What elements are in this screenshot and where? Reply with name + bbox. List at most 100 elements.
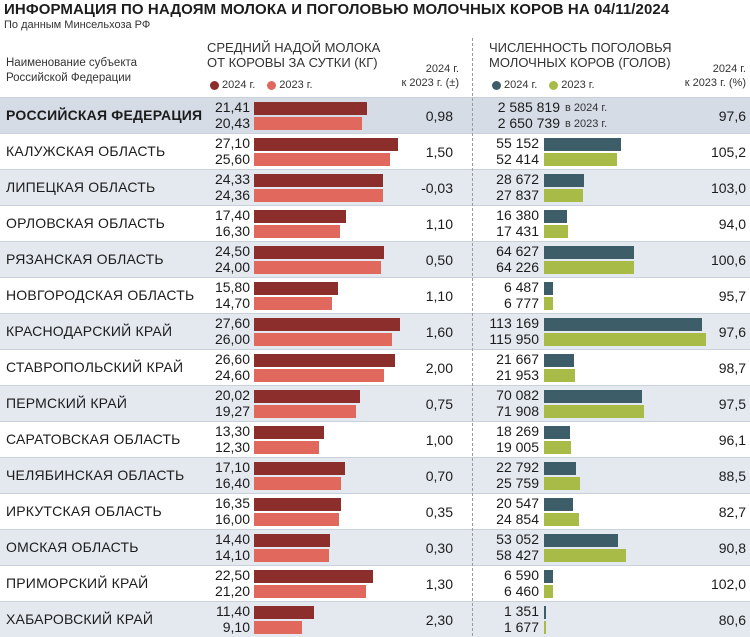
milk-bar-2024	[254, 318, 401, 331]
region-name: САРАТОВСКАЯ ОБЛАСТЬ	[6, 431, 181, 447]
milk-change-value: 1,50	[425, 144, 453, 160]
milk-change-value: 1,30	[425, 576, 453, 592]
herd-change-value: 102,0	[710, 576, 746, 592]
legend-item-herd-2023: 2023 г.	[549, 79, 595, 91]
herd-bar-2023	[544, 261, 634, 274]
milk-column-header: СРЕДНИЙ НАДОЙ МОЛОКА ОТ КОРОВЫ ЗА СУТКИ …	[207, 40, 380, 70]
milk-value-2023: 26,00	[214, 331, 250, 347]
milk-bar-2024	[254, 246, 384, 259]
table-row: РЯЗАНСКАЯ ОБЛАСТЬ 24,50 24,00 0,50 64 627 64 …	[0, 241, 750, 277]
herd-bar-2024	[544, 138, 622, 151]
rf-note-2023: в 2023 г.	[565, 118, 608, 130]
herd-bar-2024	[544, 534, 619, 547]
milk-value-2024: 17,10	[214, 459, 250, 475]
herd-value-2023: 71 908	[496, 403, 539, 419]
herd-change-value: 105,2	[710, 144, 746, 160]
herd-value-2024: 53 052	[496, 531, 539, 547]
legend-dot-milk-2023	[267, 80, 277, 90]
milk-bar-2024	[254, 570, 374, 583]
milk-bar-2024	[254, 462, 345, 475]
region-name: ЛИПЕЦКАЯ ОБЛАСТЬ	[6, 179, 156, 195]
milk-bar-2024	[254, 534, 331, 547]
herd-bar-2023	[544, 621, 547, 634]
herd-bar-2023	[544, 333, 706, 346]
herd-bar-2024	[544, 246, 635, 259]
milk-change-header-line-2: к 2023 г. (±)	[401, 77, 459, 89]
table-row: ХАБАРОВСКИЙ КРАЙ 11,40 9,10 2,30 1 351 1 677 8…	[0, 601, 750, 637]
herd-change-header-line-2: к 2023 г. (%)	[684, 77, 746, 89]
table-row: ИРКУТСКАЯ ОБЛАСТЬ 16,35 16,00 0,35 20 547 24 …	[0, 493, 750, 529]
region-name: КРАСНОДАРСКИЙ КРАЙ	[6, 323, 173, 339]
herd-bar-2024	[544, 282, 554, 295]
milk-bar-2023	[254, 189, 384, 202]
milk-bar-2023	[254, 333, 392, 346]
milk-bar-2023	[254, 153, 390, 166]
milk-value-2023: 24,00	[214, 259, 250, 275]
herd-value-2023: 64 226	[496, 259, 539, 275]
milk-value-2023: 24,60	[214, 367, 250, 383]
table-row: ОРЛОВСКАЯ ОБЛАСТЬ 17,40 16,30 1,10 16 380 17 …	[0, 205, 750, 241]
milk-value-2023: 24,36	[214, 187, 250, 203]
legend-dot-milk-2024	[210, 80, 219, 90]
milk-value-2024: 24,50	[214, 243, 250, 259]
milk-bar-2024	[254, 426, 325, 439]
table-row: КАЛУЖСКАЯ ОБЛАСТЬ 27,10 25,60 1,50 55 152 52 …	[0, 133, 750, 169]
herd-value-2023: 1 677	[503, 619, 539, 635]
milk-value-2023: 20,43	[214, 115, 250, 131]
herd-value-2024: 70 082	[496, 387, 539, 403]
milk-change-value: 0,30	[425, 540, 453, 556]
herd-bar-2024	[544, 426, 570, 439]
herd-bar-2024	[544, 390, 642, 403]
milk-bar-2023	[254, 117, 363, 130]
herd-change-value: 97,6	[718, 324, 746, 340]
herd-value-2023: 58 427	[496, 547, 539, 563]
milk-change-value: -0,03	[421, 180, 453, 196]
herd-change-value: 90,8	[718, 540, 746, 556]
legend-item-herd-2024: 2024 г.	[492, 79, 537, 91]
herd-change-value: 97,5	[718, 396, 746, 412]
legend-dot-herd-2024	[492, 80, 501, 90]
table-row: ОМСКАЯ ОБЛАСТЬ 14,40 14,10 0,30 53 052 58 427…	[0, 529, 750, 565]
herd-change-value: 82,7	[718, 504, 746, 520]
table-row: ПЕРМСКИЙ КРАЙ 20,02 19,27 0,75 70 082 71 908 9…	[0, 385, 750, 421]
herd-value-2024: 113 169	[489, 315, 539, 331]
herd-bar-2024	[544, 318, 703, 331]
milk-value-2024: 16,35	[214, 495, 250, 511]
milk-bar-2024	[254, 138, 398, 151]
table-row: САРАТОВСКАЯ ОБЛАСТЬ 13,30 12,30 1,00 18 269 1…	[0, 421, 750, 457]
milk-value-2024: 17,40	[214, 207, 250, 223]
herd-value-2023: 19 005	[496, 439, 539, 455]
herd-value-2023: 24 854	[496, 511, 539, 527]
column-divider	[472, 38, 473, 636]
legend-label-milk-2024: 2024 г.	[222, 79, 256, 91]
table-row: ПРИМОРСКИЙ КРАЙ 22,50 21,20 1,30 6 590 6 460 1…	[0, 565, 750, 601]
milk-bar-2023	[254, 585, 367, 598]
milk-bar-2024	[254, 354, 395, 367]
milk-bar-2023	[254, 297, 332, 310]
milk-change-value: 1,10	[425, 288, 453, 304]
herd-value-2024: 20 547	[496, 495, 539, 511]
herd-bar-2023	[544, 189, 583, 202]
herd-bar-2023	[544, 369, 575, 382]
herd-change-value: 95,7	[718, 288, 746, 304]
milk-bar-2023	[254, 369, 385, 382]
milk-value-2024: 21,41	[214, 99, 250, 115]
region-name: ХАБАРОВСКИЙ КРАЙ	[6, 611, 154, 627]
milk-value-2024: 22,50	[214, 567, 250, 583]
herd-bar-2023	[544, 513, 579, 526]
region-header-line-1: Наименование субъекта	[6, 57, 138, 69]
legend-label-milk-2023: 2023 г.	[279, 79, 313, 91]
herd-value-2024: 1 351	[503, 603, 539, 619]
region-name: НОВГОРОДСКАЯ ОБЛАСТЬ	[6, 287, 195, 303]
herd-value-2024: 22 792	[496, 459, 539, 475]
herd-value-2024: 55 152	[496, 135, 539, 151]
herd-value-2023: 6 777	[503, 295, 539, 311]
milk-value-2024: 24,33	[214, 171, 250, 187]
region-name: ПЕРМСКИЙ КРАЙ	[6, 395, 128, 411]
milk-value-2024: 26,60	[214, 351, 250, 367]
herd-bar-2024	[544, 462, 576, 475]
milk-value-2024: 27,10	[214, 135, 250, 151]
legend-label-herd-2023: 2023 г.	[561, 79, 595, 91]
region-header-line-2: Российской Федерации	[6, 72, 132, 84]
